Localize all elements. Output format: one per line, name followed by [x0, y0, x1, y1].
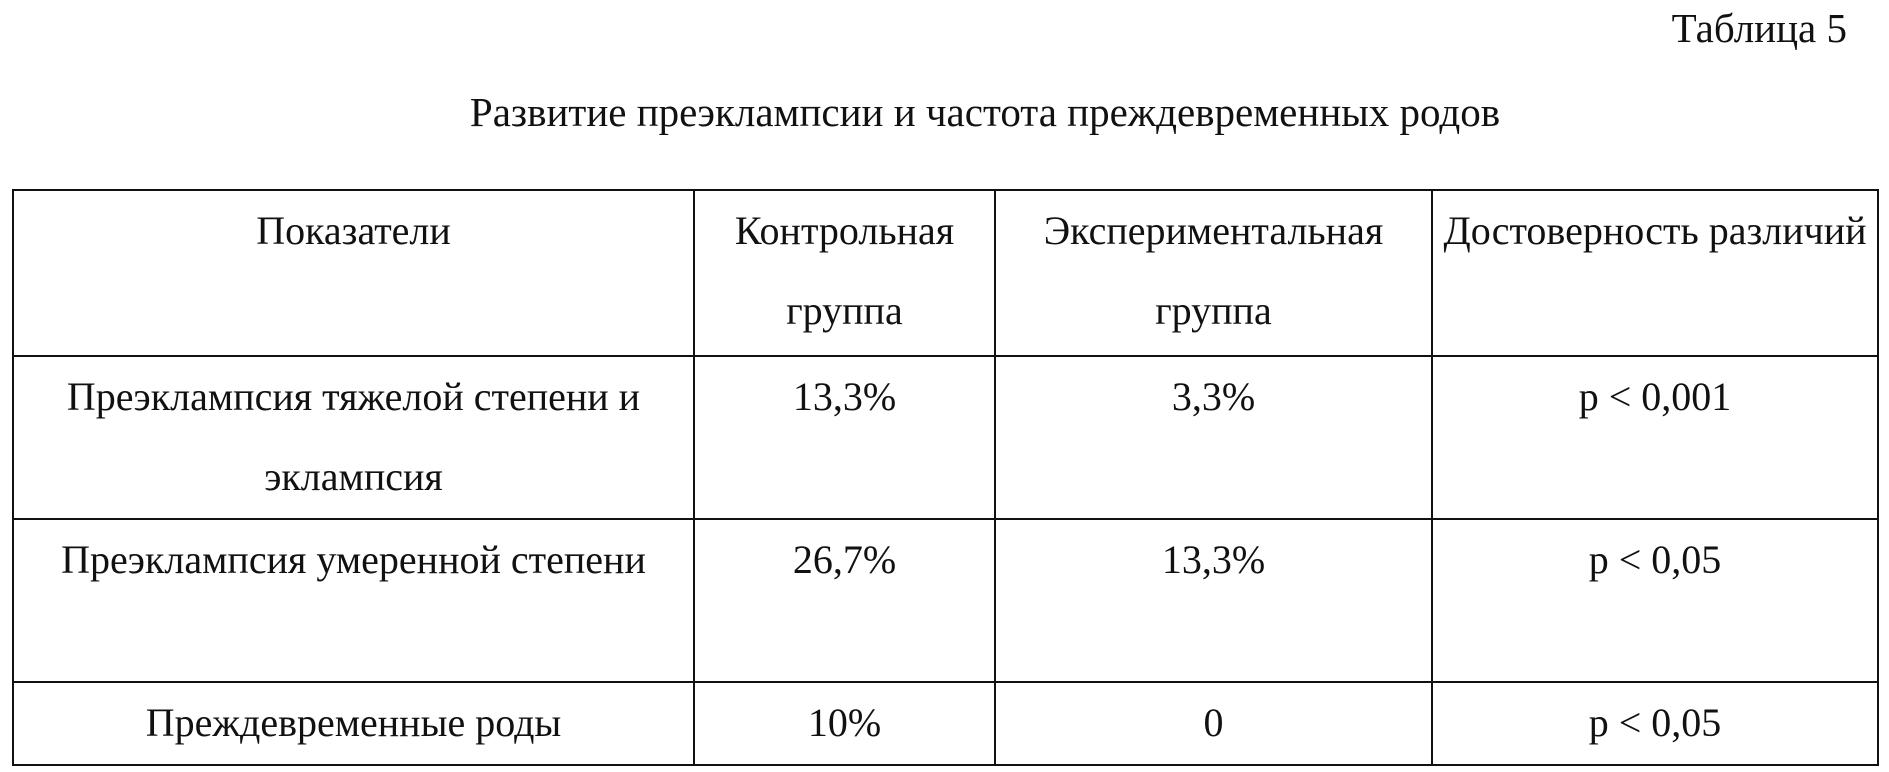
table-cell: p < 0,05: [1431, 681, 1879, 766]
table-row: Преэклампсия умеренной степени 26,7% 13,3%…: [12, 518, 1879, 683]
table-number: Таблица 5: [1671, 5, 1847, 51]
table-cell: p < 0,05: [1431, 518, 1879, 683]
table-cell: 13,3%: [693, 355, 996, 520]
column-header: Контрольная группа: [693, 189, 996, 357]
column-header: Достоверность различий: [1431, 189, 1879, 357]
table-cell: 0: [994, 681, 1433, 766]
table-body: Преэклампсия тяжелой степени и эклампсия…: [12, 355, 1879, 766]
header-row: Показатели Контрольная группа Эксперимента…: [12, 189, 1879, 357]
column-header: Показатели: [12, 189, 695, 357]
table-title: Развитие преэклампсии и частота преждевр…: [469, 89, 1501, 135]
data-table: Показатели Контрольная группа Эксперимента…: [12, 189, 1879, 766]
table-cell: 26,7%: [693, 518, 996, 683]
table-cell: Преэклампсия тяжелой степени и эклампсия: [12, 355, 695, 520]
table-cell: Преждевременные роды: [12, 681, 695, 766]
table-row: Преждевременные роды 10% 0 p < 0,05: [12, 681, 1879, 766]
table-row: Преэклампсия тяжелой степени и эклампсия…: [12, 355, 1879, 520]
table-cell: 10%: [693, 681, 996, 766]
table-cell: 13,3%: [994, 518, 1433, 683]
table-cell: 3,3%: [994, 355, 1433, 520]
table-cell: Преэклампсия умеренной степени: [12, 518, 695, 683]
table-cell: p < 0,001: [1431, 355, 1879, 520]
column-header: Экспериментальная группа: [994, 189, 1433, 357]
